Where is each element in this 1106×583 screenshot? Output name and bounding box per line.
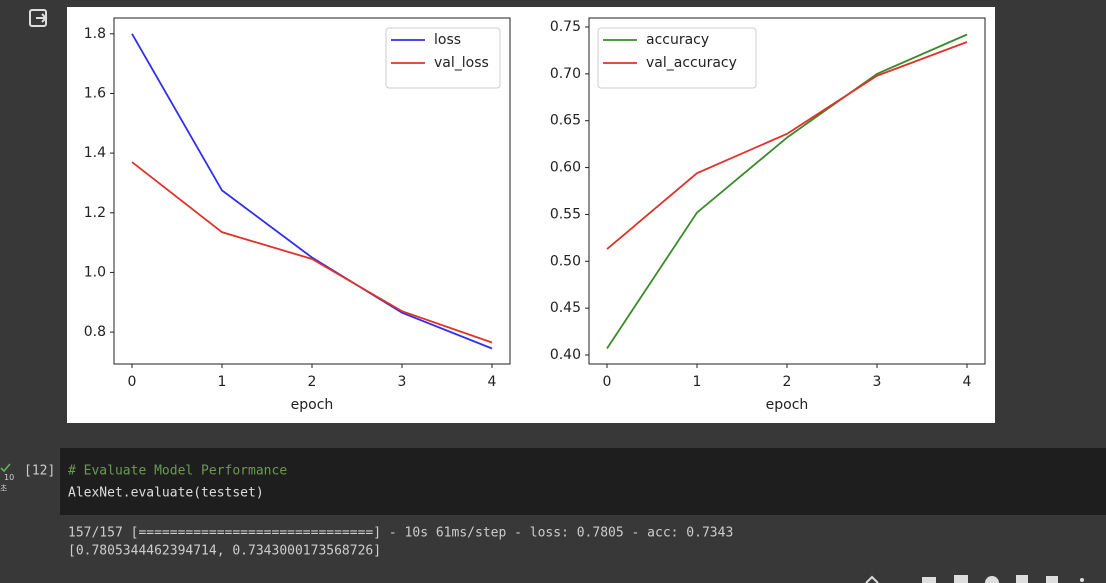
plot-frame [113, 17, 511, 365]
output-toggle-icon[interactable] [29, 9, 48, 27]
code-line: AlexNet.evaluate(testset) [68, 486, 264, 501]
mirror-button[interactable] [1016, 575, 1028, 583]
x-tick-label: 1 [218, 374, 227, 390]
code-cell[interactable] [60, 448, 1106, 515]
legend-label: accuracy [646, 32, 709, 48]
settings-button[interactable] [985, 576, 999, 583]
output-line: [0.7805344462394714, 0.7343000173568726] [68, 544, 381, 559]
legend: accuracy val_accuracy [597, 27, 757, 89]
legend-box [385, 27, 501, 89]
x-tick-label: 4 [488, 374, 497, 390]
y-tick-label: 1.8 [84, 26, 106, 42]
figure [67, 7, 995, 423]
y-tick-label: 0.55 [550, 206, 581, 222]
y-tick-label: 0.8 [84, 324, 106, 340]
y-tick-label: 0.70 [550, 66, 581, 82]
move-up-button[interactable] [865, 575, 879, 583]
y-tick-label: 1.4 [84, 145, 106, 161]
code-comment: # Evaluate Model Performance [68, 464, 287, 479]
charts: 0.8 1.0 1.2 1.4 1.6 1.8 0 1 2 3 4 epoch loss val_loss… [84, 17, 986, 413]
y-tick-label: 0.60 [550, 160, 581, 176]
x-tick-label: 3 [398, 374, 407, 390]
legend-label: loss [434, 32, 461, 48]
comment-button[interactable] [954, 575, 968, 583]
line [606, 41, 968, 250]
x-axis-label: epoch [291, 397, 334, 413]
legend-box [597, 27, 757, 89]
x-tick-label: 2 [308, 374, 317, 390]
y-tick-label: 1.2 [84, 205, 106, 221]
x-tick-label: 3 [873, 374, 882, 390]
run-status-icon [0, 463, 11, 473]
x-tick-label: 1 [693, 374, 702, 390]
legend: loss val_loss [385, 27, 501, 89]
y-tick-label: 0.40 [550, 347, 581, 363]
more-button[interactable] [1080, 578, 1084, 582]
y-tick-label: 1.6 [84, 85, 106, 101]
cell-number: [12] [24, 464, 55, 479]
exec-time-unit: 초 [0, 484, 7, 493]
plot-frame [588, 17, 986, 365]
y-tick-label: 0.65 [550, 113, 581, 129]
x-axis-label: epoch [766, 397, 809, 413]
output-line: 157/157 [==============================]… [68, 526, 733, 541]
y-tick-label: 0.45 [550, 300, 581, 316]
delete-button[interactable] [1046, 576, 1058, 583]
x-tick-label: 0 [128, 374, 137, 390]
x-tick-label: 2 [783, 374, 792, 390]
exec-time: 10 [4, 473, 14, 482]
line [606, 33, 968, 349]
cell-toolbar [865, 575, 1084, 583]
y-tick-label: 1.0 [84, 264, 106, 280]
x-tick-label: 4 [963, 374, 972, 390]
legend-label: val_accuracy [646, 55, 737, 71]
line [131, 33, 493, 350]
y-tick-label: 0.50 [550, 253, 581, 269]
link-button[interactable] [922, 577, 936, 583]
x-tick-label: 0 [603, 374, 612, 390]
legend-label: val_loss [434, 55, 489, 71]
line [131, 161, 493, 344]
y-tick-label: 0.75 [550, 19, 581, 35]
